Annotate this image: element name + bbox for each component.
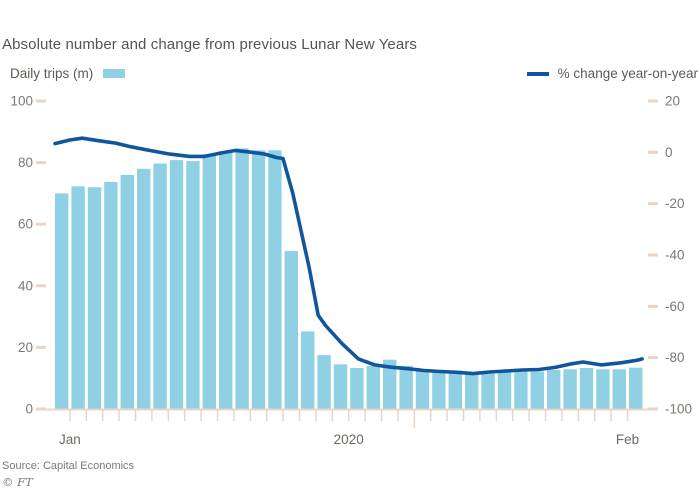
bar <box>301 331 315 409</box>
legend-pct-change: % change year-on-year <box>526 66 698 81</box>
bar <box>514 370 528 409</box>
bar <box>579 368 594 409</box>
bar <box>629 367 643 409</box>
pct-change-line <box>53 136 644 376</box>
bar <box>530 371 544 409</box>
left-axis-label: 100 <box>10 94 33 109</box>
bar <box>251 150 266 410</box>
bar <box>202 154 216 409</box>
left-axis-label: 40 <box>18 278 33 293</box>
right-axis-label: -80 <box>665 350 685 365</box>
chart-title: Absolute number and change from previous… <box>2 36 418 53</box>
bar <box>350 368 364 409</box>
bar <box>120 174 134 409</box>
bar <box>169 160 184 409</box>
bar <box>268 150 282 410</box>
left-axis-label: 60 <box>18 217 33 232</box>
bar <box>186 161 200 409</box>
bar <box>333 364 348 409</box>
bar <box>366 365 380 409</box>
bar <box>448 370 462 409</box>
bar-swatch-icon <box>103 69 126 78</box>
right-axis-label: -60 <box>665 299 685 314</box>
legend-pct-change-label: % change year-on-year <box>557 66 698 81</box>
bar <box>284 251 298 409</box>
legend-daily-trips-label: Daily trips (m) <box>10 66 94 81</box>
bar <box>465 372 479 409</box>
bar <box>596 369 610 409</box>
right-axis-label: -40 <box>665 248 685 263</box>
bar <box>153 163 167 409</box>
ft-credit: © FT <box>2 475 33 489</box>
bar <box>137 168 151 409</box>
bar <box>317 355 331 409</box>
bar <box>219 151 233 409</box>
bar <box>383 359 397 409</box>
bar <box>563 369 577 409</box>
left-axis-label: 20 <box>18 340 33 355</box>
bar <box>415 369 430 409</box>
bar <box>481 373 495 409</box>
legend-daily-trips: Daily trips (m) <box>10 66 126 81</box>
bar <box>612 369 626 409</box>
bar <box>71 186 85 409</box>
right-axis-label: -100 <box>665 402 692 417</box>
bar <box>547 369 561 409</box>
source-note: Source: Capital Economics <box>2 460 135 472</box>
left-axis-label: 0 <box>25 402 33 417</box>
right-axis-label: 20 <box>665 94 680 109</box>
bar <box>432 370 446 409</box>
bar <box>55 193 69 409</box>
bar <box>399 365 413 409</box>
right-axis-label: -20 <box>665 196 685 211</box>
right-axis-label: 0 <box>665 145 673 160</box>
left-axis-label: 80 <box>18 155 33 170</box>
line-swatch-icon <box>526 71 549 76</box>
bar <box>497 372 512 409</box>
x-axis-date-label: 2020 <box>334 432 364 447</box>
bar <box>235 148 249 409</box>
x-axis-date-label: Feb <box>616 432 639 447</box>
bar <box>87 187 102 409</box>
x-axis-date-label: Jan <box>59 432 81 447</box>
bar <box>104 182 118 409</box>
